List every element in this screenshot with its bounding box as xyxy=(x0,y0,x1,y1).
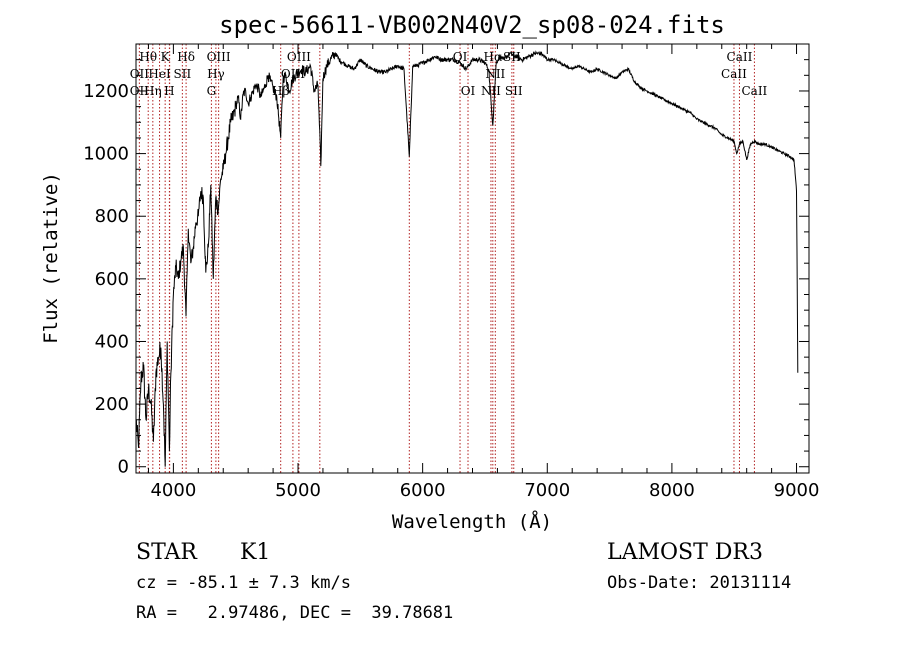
y-tick-label: 800 xyxy=(95,206,129,227)
spectral-line-label: SII xyxy=(505,84,523,98)
chart-title: spec-56611-VB002N40V2_sp08-024.fits xyxy=(219,11,725,39)
y-tick-label: 1000 xyxy=(83,144,129,165)
star-class-label: STAR xyxy=(136,540,197,565)
x-tick-label: 9000 xyxy=(774,480,820,501)
spectral-line-label: Hθ xyxy=(139,50,157,64)
y-tick-label: 600 xyxy=(95,269,129,290)
y-axis-ticks: 0 200 400 600 800 1000 1200 xyxy=(83,59,809,478)
obs-date: Obs-Date: 20131114 xyxy=(607,573,792,593)
spectral-line-label: Hη xyxy=(144,84,162,98)
y-tick-label: 200 xyxy=(95,394,129,415)
spectral-line-label: Hγ xyxy=(207,67,225,81)
spectral-line-label: OII xyxy=(130,67,150,81)
y-tick-label: 1200 xyxy=(83,81,129,102)
y-axis-label: Flux (relative) xyxy=(40,172,62,344)
x-tick-label: 6000 xyxy=(400,480,446,501)
spectral-line-label: SII xyxy=(174,67,192,81)
spectral-line-label: CaII xyxy=(741,84,767,98)
spectral-line-label: H xyxy=(164,84,174,98)
x-tick-label: 8000 xyxy=(649,480,695,501)
x-axis-label: Wavelength (Å) xyxy=(392,510,552,533)
x-tick-label: 4000 xyxy=(150,480,196,501)
spectrum-series-line xyxy=(135,50,799,467)
y-tick-label: 0 xyxy=(118,457,129,478)
reference-lines xyxy=(138,44,755,473)
survey-name: LAMOST DR3 xyxy=(607,540,763,565)
spectral-line-label: NII xyxy=(481,84,501,98)
plot-frame xyxy=(135,43,810,474)
coordinates: RA = 2.97486, DEC = 39.78681 xyxy=(136,603,454,623)
x-axis-ticks: 4000 5000 6000 7000 8000 9000 xyxy=(147,44,820,501)
spectral-line-label: CaII xyxy=(727,50,753,64)
spectral-line-label: Hδ xyxy=(177,50,195,64)
spectral-line-label: SII xyxy=(503,50,521,64)
spectral-line-label: G xyxy=(207,84,217,98)
star-subclass: K1 xyxy=(240,540,271,565)
spectral-line-label: OI xyxy=(461,84,476,98)
spectral-line-label: OIII xyxy=(207,50,231,64)
spectral-line-label: OIII xyxy=(287,50,311,64)
y-tick-label: 400 xyxy=(95,331,129,352)
spectral-line-label: K xyxy=(161,50,171,64)
spectral-line-label: CaII xyxy=(721,67,747,81)
x-tick-label: 5000 xyxy=(275,480,321,501)
redshift-cz: cz = -85.1 ± 7.3 km/s xyxy=(136,573,351,593)
x-tick-label: 7000 xyxy=(524,480,570,501)
spectral-line-label: HeI xyxy=(148,67,171,81)
